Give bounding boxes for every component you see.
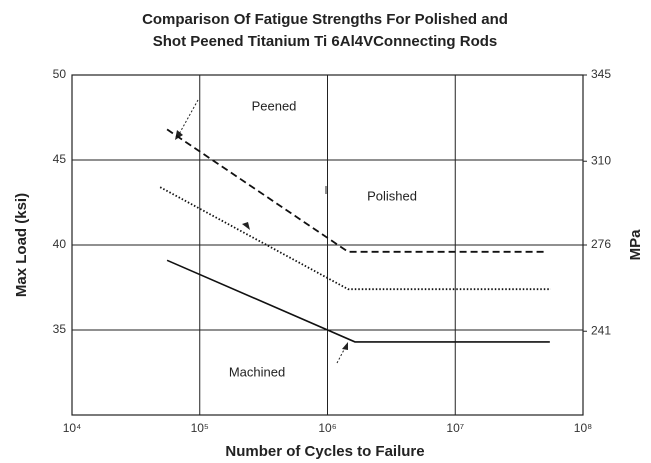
arrowhead [342,342,348,350]
x-tick-label: 10⁴ [63,421,82,435]
series-label: Peened [252,98,297,113]
series-label: Machined [229,364,285,379]
leader [177,99,199,137]
arrowheads [175,130,348,350]
series-line [166,259,550,343]
leader-lines [177,99,347,364]
series-label: Polished [367,188,417,203]
series-line [159,186,551,291]
series-line [166,128,546,253]
y2-tick-label: 276 [591,237,611,251]
arrowhead [242,222,250,230]
x-tick-label: 10⁷ [446,421,464,435]
y-tick-label: 50 [53,67,67,81]
y2-tick-label: 345 [591,67,611,81]
x-tick-label: 10⁶ [318,421,336,435]
y-axis-label: Max Load (ksi) [13,193,30,297]
y2-tick-label: 241 [591,323,611,337]
y2-tick-label: 310 [591,153,611,167]
chart-title: Comparison Of Fatigue Strengths For Poli… [142,11,508,28]
x-axis-label: Number of Cycles to Failure [225,443,424,460]
y-tick-label: 45 [53,152,67,166]
x-tick-label: 10⁸ [574,421,592,435]
arrowhead [175,130,183,140]
x-tick-label: 10⁵ [191,421,209,435]
y-tick-label: 35 [53,322,67,336]
chart-title: Shot Peened Titanium Ti 6Al4VConnecting … [153,33,498,50]
y-tick-label: 40 [53,237,67,251]
y2-axis-label: MPa [627,229,644,261]
